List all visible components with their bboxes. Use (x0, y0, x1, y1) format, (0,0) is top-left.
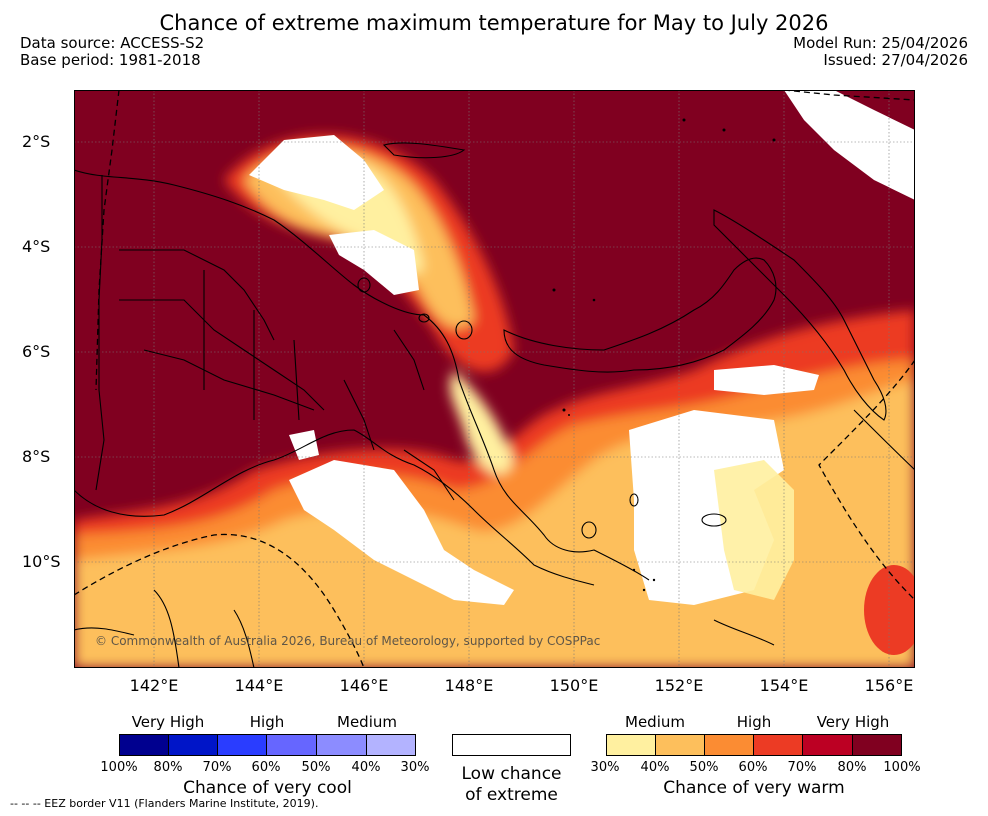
warm-tick: 70% (787, 760, 817, 775)
zone-east-30 (714, 460, 794, 600)
warm-tick: 100% (883, 760, 921, 775)
warm-header-very-high: Very High (816, 713, 890, 731)
cool-swatch (366, 734, 416, 756)
lon-label-156e: 156°E (864, 676, 914, 695)
cool-tick: 60% (251, 760, 281, 775)
issued-date: Issued: 27/04/2026 (823, 51, 968, 69)
cool-tick: 40% (351, 760, 381, 775)
small-islands (552, 118, 776, 592)
lon-label-148e: 148°E (444, 676, 494, 695)
lon-label-150e: 150°E (549, 676, 599, 695)
cool-header-very-high: Very High (131, 713, 205, 731)
eez-note: -- -- -- EEZ border V11 (Flanders Marine… (10, 797, 319, 810)
cool-swatch (266, 734, 317, 756)
low-chance-line2: of extreme (465, 785, 558, 805)
lat-label-2s: 2°S (22, 132, 51, 151)
cool-swatch (217, 734, 267, 756)
cool-tick: 30% (400, 760, 430, 775)
warm-tick: 60% (738, 760, 768, 775)
lon-label-146e: 146°E (339, 676, 389, 695)
lat-label-8s: 8°S (22, 447, 51, 466)
low-chance-line1: Low chance (461, 764, 562, 784)
lon-label-154e: 154°E (759, 676, 809, 695)
cool-header-medium: Medium (337, 713, 397, 731)
lon-label-152e: 152°E (654, 676, 704, 695)
warm-caption: Chance of very warm (663, 778, 845, 798)
zone-channel (449, 370, 514, 475)
coastline (74, 142, 915, 668)
warm-tick: 40% (640, 760, 670, 775)
base-period: Base period: 1981-2018 (20, 51, 201, 69)
cool-caption: Chance of very cool (183, 778, 352, 798)
cool-swatch (316, 734, 367, 756)
warm-tick: 50% (689, 760, 719, 775)
lat-label-10s: 10°S (22, 552, 61, 571)
cool-swatch (119, 734, 169, 756)
meta-right: Model Run: 25/04/2026 Issued: 27/04/2026 (793, 35, 968, 69)
warm-tick: 30% (590, 760, 620, 775)
cool-tick: 50% (301, 760, 331, 775)
warm-swatch (852, 734, 902, 756)
eez-border (74, 90, 915, 668)
map-copyright: © Commonwealth of Australia 2026, Bureau… (95, 634, 600, 648)
lat-label-6s: 6°S (22, 342, 51, 361)
cool-tick: 80% (153, 760, 183, 775)
meta-left: Data source: ACCESS-S2 Base period: 1981… (20, 35, 204, 69)
model-run: Model Run: 25/04/2026 (793, 34, 968, 52)
cool-tick: 100% (100, 760, 138, 775)
probability-map: © Commonwealth of Australia 2026, Bureau… (74, 90, 915, 668)
warm-header-high: High (736, 713, 772, 731)
cool-tick: 70% (202, 760, 232, 775)
low-chance-caption: Low chance of extreme (430, 764, 593, 806)
warm-swatch (655, 734, 705, 756)
warm-swatch (606, 734, 656, 756)
map-title: Chance of extreme maximum temperature fo… (159, 11, 829, 35)
cool-header-high: High (249, 713, 285, 731)
warm-swatch (802, 734, 853, 756)
data-source: Data source: ACCESS-S2 (20, 34, 205, 52)
warm-swatch (704, 734, 754, 756)
lat-label-4s: 4°S (22, 237, 51, 256)
zone-sw (74, 560, 245, 668)
warm-swatch (753, 734, 803, 756)
cool-swatch (168, 734, 218, 756)
warm-tick: 80% (837, 760, 867, 775)
lon-label-142e: 142°E (129, 676, 179, 695)
lon-label-144e: 144°E (234, 676, 284, 695)
low-chance-swatch (452, 734, 571, 756)
warm-header-medium: Medium (625, 713, 685, 731)
